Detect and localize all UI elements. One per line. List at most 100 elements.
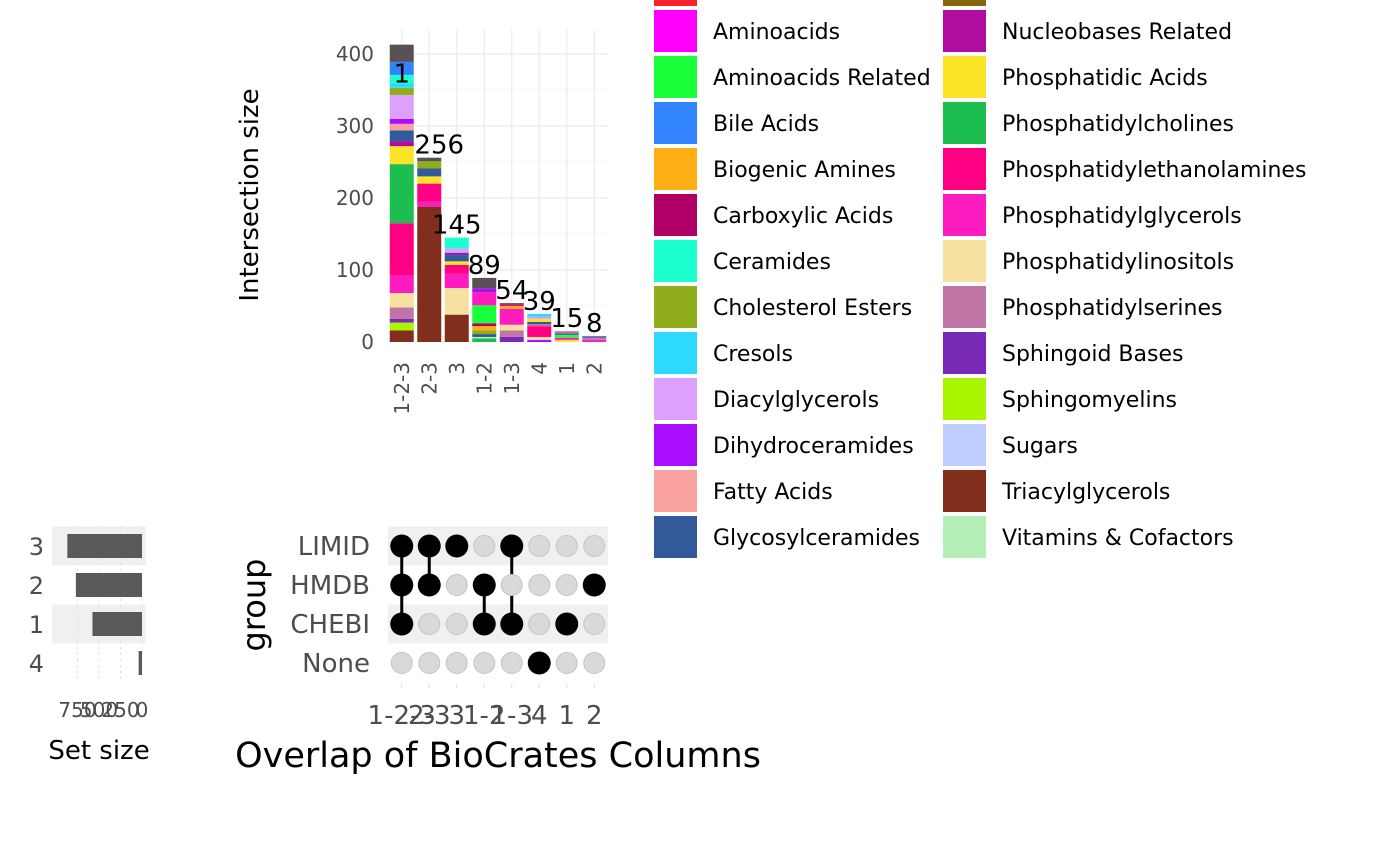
bar-total-label: 256 bbox=[414, 131, 464, 161]
bar-segment bbox=[417, 176, 442, 184]
x-tick-label: 3 bbox=[448, 701, 465, 731]
x-tick-label: 2-3 bbox=[417, 362, 441, 395]
bar-segment bbox=[417, 183, 442, 202]
legend-swatch bbox=[654, 102, 697, 144]
bar-segment bbox=[472, 336, 497, 339]
x-axis-label: Set size bbox=[48, 736, 149, 766]
bar-segment bbox=[499, 330, 524, 337]
bar-total-label: 39 bbox=[523, 287, 556, 317]
legend-label: Phosphatidylethanolamines bbox=[1002, 158, 1306, 183]
set-label: 2 bbox=[29, 572, 44, 600]
matrix-dot-filled bbox=[390, 573, 414, 597]
matrix-dot-empty bbox=[528, 535, 551, 557]
bar-segment bbox=[582, 337, 607, 340]
legend-swatch bbox=[654, 286, 697, 328]
bar-segment bbox=[582, 339, 607, 342]
bar-segment bbox=[527, 318, 552, 322]
legend-label: Nucleobases Related bbox=[1002, 20, 1232, 45]
matrix-dot-empty bbox=[583, 535, 606, 557]
x-tick-label: 1-2 bbox=[463, 701, 505, 731]
legend-label: Diacylglycerols bbox=[713, 388, 879, 413]
bar-segment bbox=[389, 322, 414, 331]
legend-label: Sphingoid Bases bbox=[1002, 342, 1183, 367]
x-tick-label: 3 bbox=[445, 362, 469, 375]
matrix-dot-empty bbox=[500, 574, 523, 596]
bar-segment bbox=[554, 334, 579, 338]
bar-segment bbox=[389, 223, 414, 276]
legend-swatch bbox=[943, 332, 986, 374]
matrix-dot-empty bbox=[555, 652, 578, 674]
matrix-dot-filled bbox=[472, 573, 496, 597]
bar-segment bbox=[527, 326, 552, 337]
bar-segment bbox=[389, 141, 414, 147]
legend-label: Glycosylceramides bbox=[713, 526, 920, 551]
bar-segment bbox=[499, 324, 524, 331]
y-tick-label: 100 bbox=[336, 258, 374, 282]
bar-segment bbox=[389, 61, 414, 75]
matrix-dot-filled bbox=[500, 534, 524, 558]
matrix-dot-filled bbox=[417, 534, 441, 558]
bar-segment bbox=[527, 316, 552, 319]
matrix-dot-empty bbox=[528, 613, 551, 635]
bar-segment bbox=[472, 326, 497, 331]
matrix-dot-filled bbox=[472, 612, 496, 636]
bar-segment bbox=[389, 95, 414, 119]
matrix-dot-empty bbox=[473, 535, 496, 557]
bar-segment bbox=[527, 321, 552, 324]
bar-segment bbox=[389, 130, 414, 142]
legend-label: Sugars bbox=[1002, 434, 1078, 459]
x-tick-label: 4 bbox=[531, 701, 548, 731]
bar-segment bbox=[389, 164, 414, 224]
x-tick-label: 1-3 bbox=[491, 701, 533, 731]
intersection-size-chart: 0 100 200 300 400 Intersection size 1 1-2-3 256 2… bbox=[235, 30, 608, 415]
legend-label: Ceramides bbox=[713, 250, 831, 275]
legend-label: Fatty Acids bbox=[713, 480, 833, 505]
x-tick-label: 1-2 bbox=[472, 362, 496, 395]
x-tick-label: 1-2-3 bbox=[368, 701, 436, 731]
intersection-matrix: LIMID HMDB CHEBI None 1-2-32-331-21-34 1 2 grou… bbox=[235, 526, 761, 776]
x-tick-label: 750 bbox=[58, 698, 96, 722]
matrix-dot-filled bbox=[555, 612, 579, 636]
matrix-dot-empty bbox=[445, 652, 468, 674]
legend-label: Phosphatidic Acids bbox=[1002, 66, 1208, 91]
bar-segment bbox=[499, 308, 524, 325]
bar-segment bbox=[444, 261, 469, 265]
bar-segment bbox=[389, 293, 414, 308]
bar-segment bbox=[527, 336, 552, 340]
bar-segment bbox=[444, 273, 469, 288]
matrix-dot-empty bbox=[418, 652, 441, 674]
bar-segment bbox=[417, 161, 442, 169]
bar-segment bbox=[499, 306, 524, 309]
bar-segment bbox=[527, 313, 552, 317]
bar-segment bbox=[444, 248, 469, 253]
matrix-dot-empty bbox=[445, 613, 468, 635]
matrix-dot-empty bbox=[473, 652, 496, 674]
x-tick-label: 500 bbox=[80, 698, 118, 722]
legend-swatch bbox=[943, 148, 986, 190]
legend-swatch bbox=[654, 378, 697, 420]
legend-swatch bbox=[943, 286, 986, 328]
legend-label: Cresols bbox=[713, 342, 793, 367]
x-tick-label: 1-3 bbox=[500, 362, 524, 395]
bar-segment bbox=[499, 304, 524, 306]
legend-swatch bbox=[943, 240, 986, 282]
matrix-dot-empty bbox=[555, 535, 578, 557]
legend-swatch bbox=[943, 102, 986, 144]
bar-total-label: 89 bbox=[468, 251, 501, 281]
matrix-dot-empty bbox=[418, 613, 441, 635]
legend-swatch bbox=[943, 378, 986, 420]
bar-segment bbox=[554, 337, 579, 340]
y-tick-label: 200 bbox=[336, 186, 374, 210]
legend-swatch bbox=[654, 56, 697, 98]
legend-swatch bbox=[654, 10, 697, 52]
group-label: HMDB bbox=[290, 571, 370, 601]
x-tick-label: 2-3 bbox=[408, 701, 450, 731]
matrix-dot-empty bbox=[583, 613, 606, 635]
x-tick-label: 250 bbox=[101, 698, 139, 722]
set-label: 4 bbox=[29, 650, 44, 678]
bar-segment bbox=[444, 288, 469, 315]
legend-label: Bile Acids bbox=[713, 112, 819, 137]
bar-segment bbox=[444, 255, 469, 262]
x-tick-label: 4 bbox=[527, 362, 551, 375]
bar-segment bbox=[554, 339, 579, 342]
